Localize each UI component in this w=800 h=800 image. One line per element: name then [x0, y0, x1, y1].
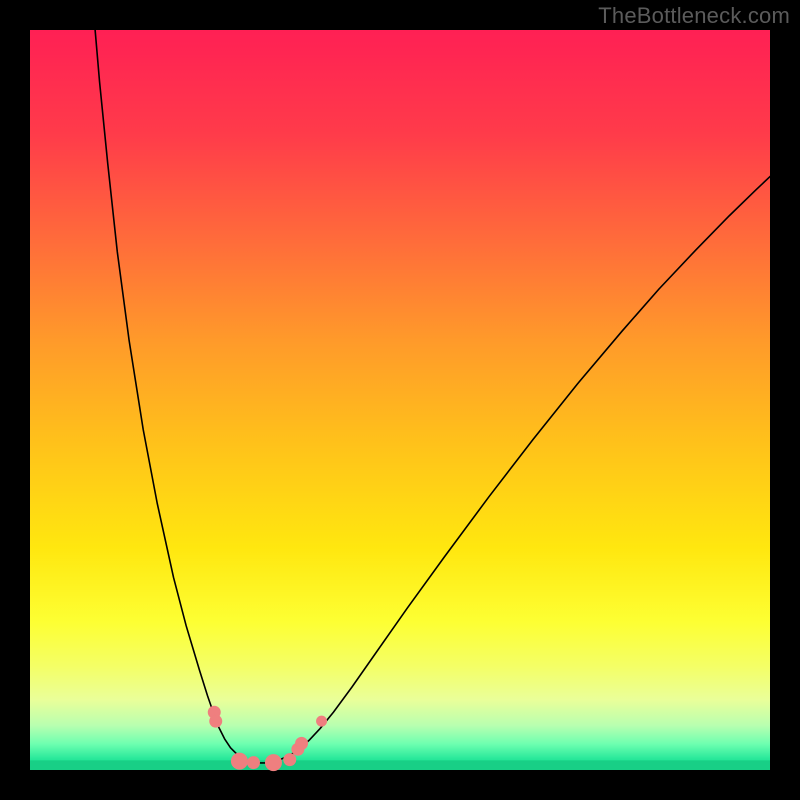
- plot-background-gradient: [30, 30, 770, 770]
- data-marker-4: [265, 755, 281, 771]
- data-marker-8: [317, 716, 327, 726]
- data-marker-1: [210, 715, 222, 727]
- plot-area: [30, 30, 770, 771]
- data-marker-5: [284, 754, 296, 766]
- chart-stage: TheBottleneck.com: [0, 0, 800, 800]
- plot-bottom-band: [30, 760, 770, 770]
- data-marker-7: [296, 737, 308, 749]
- data-marker-3: [247, 757, 259, 769]
- data-marker-2: [231, 753, 247, 769]
- chart-svg: [0, 0, 800, 800]
